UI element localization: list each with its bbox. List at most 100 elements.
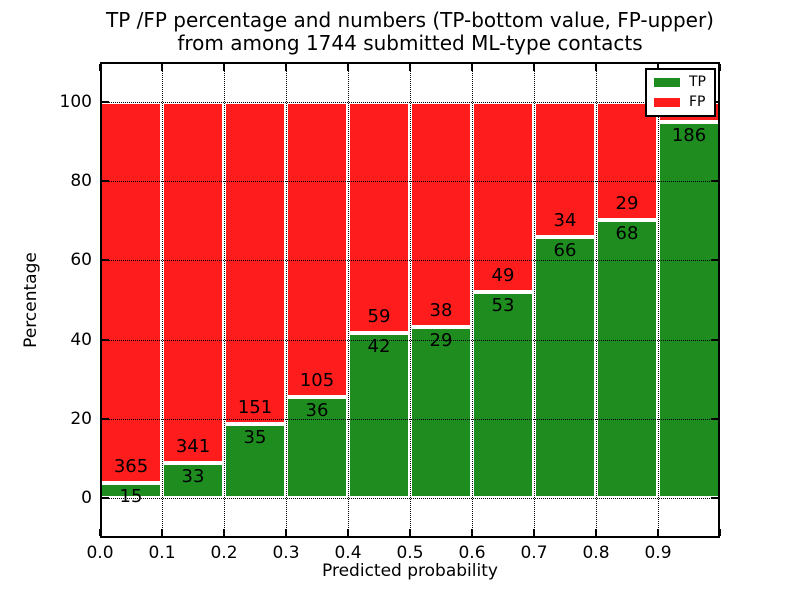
bar-count-tp: 68 <box>615 223 639 245</box>
x-tick-label: 0.5 <box>396 543 424 563</box>
x-axis-label: Predicted probability <box>322 561 498 581</box>
bar-count-fp: 49 <box>491 265 515 287</box>
bar-count-fp: 365 <box>113 455 149 477</box>
bar-segment-fp <box>348 101 410 334</box>
x-tick-label: 0.7 <box>520 543 548 563</box>
y-tick-mark <box>102 338 109 341</box>
y-tick-mark <box>711 180 718 182</box>
bar-count-tp: 36 <box>305 400 329 422</box>
x-tick-mark <box>347 529 349 536</box>
y-tick-mark <box>102 259 109 262</box>
bar-segment-tp <box>534 236 596 499</box>
x-tick-mark <box>99 529 101 536</box>
gridline-horizontal <box>100 339 720 341</box>
bar-segment-fp <box>472 101 534 293</box>
bar-segment-tp <box>596 220 658 499</box>
x-tick-mark <box>657 529 659 536</box>
bar-count-fp: 29 <box>615 193 639 215</box>
bar-count-tp: 186 <box>671 124 707 146</box>
y-tick-mark <box>711 418 718 420</box>
bar-segment-fp <box>286 101 348 398</box>
legend-item-tp: TP <box>654 75 706 90</box>
bar-segment-tp <box>658 121 720 499</box>
gridline-vertical <box>223 62 225 538</box>
x-tick-mark <box>595 529 597 536</box>
bar-segment-fp <box>162 101 224 464</box>
chart-title: TP /FP percentage and numbers (TP-bottom… <box>100 9 720 55</box>
y-axis-label: Percentage <box>21 252 41 348</box>
x-tick-mark <box>161 529 163 536</box>
bar-count-fp: 59 <box>367 306 391 328</box>
bar-count-fp: 38 <box>429 299 453 321</box>
x-tick-label: 0.2 <box>210 543 238 563</box>
x-tick-mark <box>285 64 287 71</box>
bar-count-tp: 15 <box>119 485 143 507</box>
bar-segment-tp <box>224 423 286 499</box>
x-tick-mark <box>223 529 225 536</box>
gridline-vertical <box>347 62 349 538</box>
legend-swatch-tp <box>654 78 680 87</box>
bar-segment-tp <box>472 292 534 499</box>
legend-swatch-fp <box>654 98 680 107</box>
bar-count-fp: 105 <box>299 370 335 392</box>
y-tick-mark <box>711 497 718 500</box>
y-tick-label: 60 <box>70 250 92 271</box>
gridline-horizontal <box>100 260 720 262</box>
x-tick-label: 0.6 <box>458 543 486 563</box>
x-tick-label: 0.4 <box>334 543 362 563</box>
gridline-horizontal <box>100 181 720 182</box>
bar-segment-fp <box>410 101 472 327</box>
legend-item-fp: FP <box>654 95 706 110</box>
y-tick-label: 0 <box>81 488 92 509</box>
x-tick-mark <box>719 529 721 536</box>
bar-segment-tp <box>410 326 472 499</box>
bar-segment-fp <box>224 101 286 424</box>
x-tick-mark <box>161 64 163 71</box>
gridline-vertical <box>471 62 473 538</box>
x-tick-mark <box>409 529 411 536</box>
y-tick-mark <box>711 259 718 262</box>
bar-count-tp: 35 <box>243 426 267 448</box>
y-tick-mark <box>102 418 109 420</box>
gridline-vertical <box>409 62 411 538</box>
x-tick-mark <box>657 64 659 71</box>
gridline-vertical <box>533 62 535 538</box>
legend-label-fp: FP <box>689 94 706 110</box>
x-tick-mark <box>285 529 287 536</box>
bar-count-tp: 66 <box>553 239 577 261</box>
x-tick-mark <box>533 64 535 71</box>
legend-label-tp: TP <box>689 74 706 90</box>
x-tick-label: 0.8 <box>582 543 610 563</box>
x-tick-label: 0.9 <box>644 543 672 563</box>
y-tick-mark <box>711 338 718 341</box>
y-tick-mark <box>102 180 109 182</box>
x-tick-mark <box>533 529 535 536</box>
x-tick-mark <box>223 64 225 71</box>
bar-count-tp: 42 <box>367 336 391 358</box>
x-tick-label: 0.0 <box>86 543 114 563</box>
bar-segment-tp <box>286 397 348 499</box>
gridline-horizontal <box>100 419 720 420</box>
x-tick-mark <box>595 64 597 71</box>
x-tick-mark <box>99 64 101 71</box>
bar-segment-fp <box>100 101 162 483</box>
y-tick-label: 40 <box>70 329 92 350</box>
x-tick-mark <box>471 529 473 536</box>
legend: TP FP <box>645 68 716 117</box>
gridline-vertical <box>657 62 659 538</box>
x-tick-mark <box>471 64 473 71</box>
x-tick-mark <box>409 64 411 71</box>
bar-count-tp: 53 <box>491 295 515 317</box>
y-tick-label: 100 <box>59 91 92 112</box>
gridline-vertical <box>595 62 597 538</box>
x-tick-mark <box>347 64 349 71</box>
bar-count-fp: 34 <box>553 209 577 231</box>
x-tick-label: 0.1 <box>148 543 176 563</box>
bar-count-fp: 151 <box>237 396 273 418</box>
bar-count-tp: 33 <box>181 466 205 488</box>
y-tick-label: 20 <box>70 409 92 429</box>
y-tick-mark <box>102 100 109 103</box>
gridline-vertical <box>285 62 287 538</box>
gridline-vertical <box>161 62 163 538</box>
